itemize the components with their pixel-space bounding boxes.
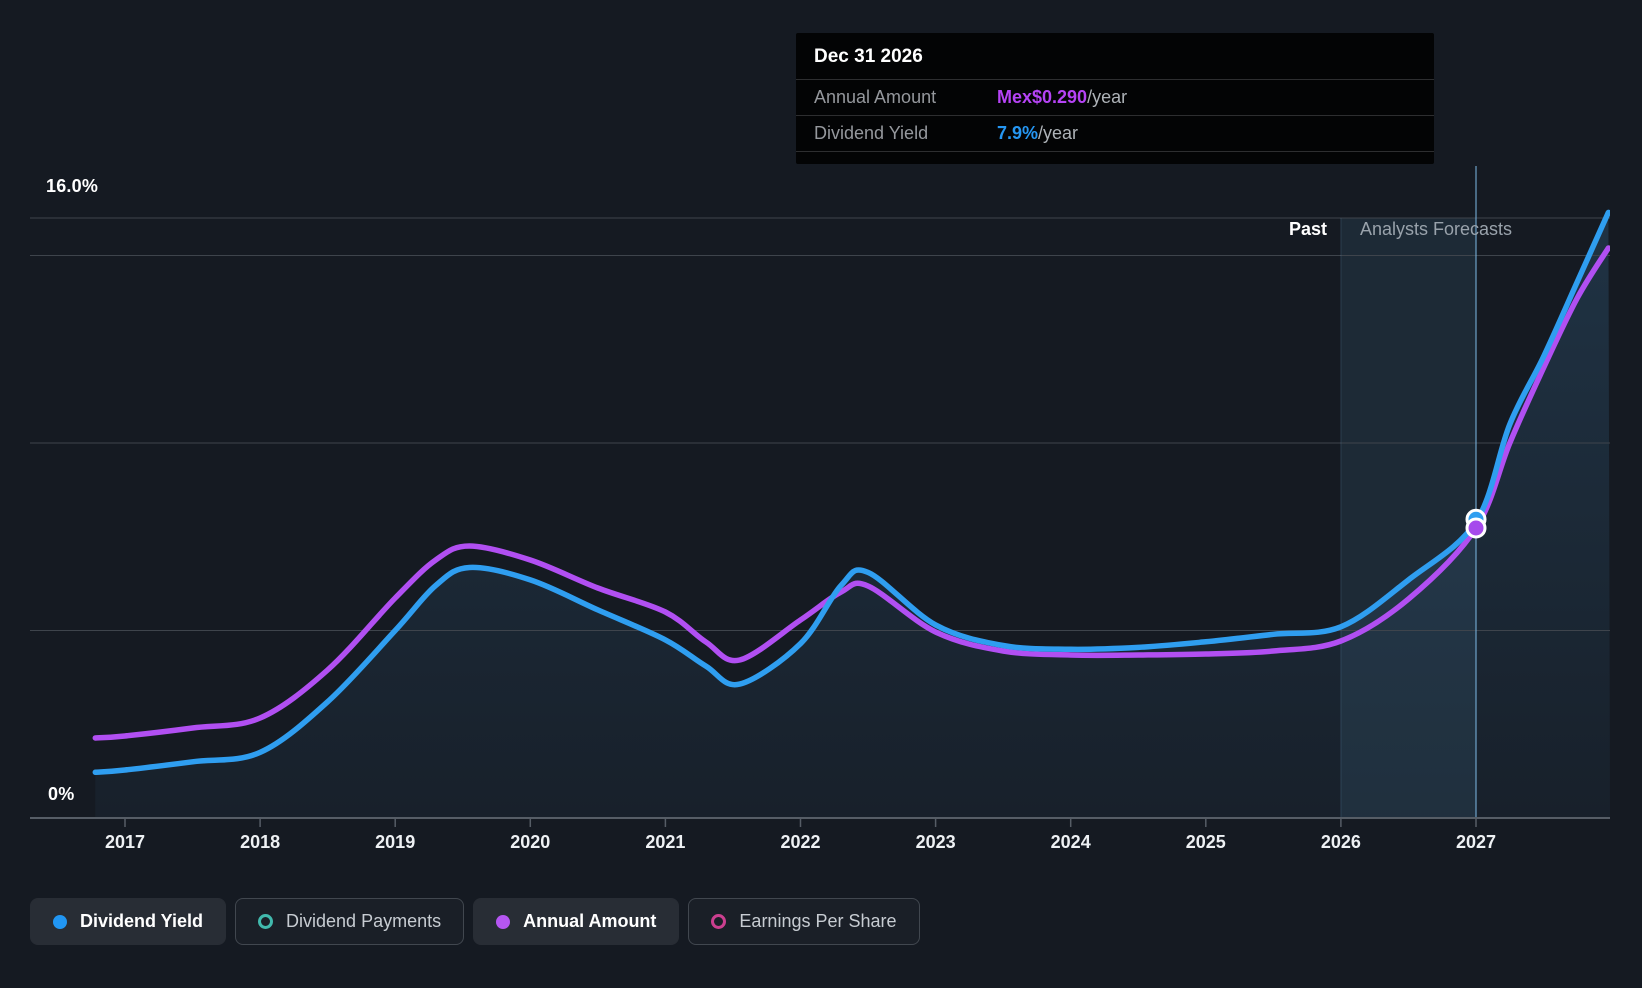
legend: Dividend Yield Dividend Payments Annual … [30,898,920,945]
dividend-yield-line [92,209,1610,776]
tooltip-row-label: Annual Amount [814,87,937,107]
tooltip-row-dividend-yield: Dividend Yield 7.9%/year [796,115,1434,151]
dividend-yield-area-fill [95,212,1610,818]
annual-amount-line [92,245,1610,741]
annual-amount-marker [1465,517,1487,539]
legend-item-label: Earnings Per Share [739,911,897,931]
y-axis-top-label: 16.0% [46,176,99,196]
x-axis-label-2021: 2021 [645,832,686,852]
dividend-yield-dot-icon [53,914,67,929]
y-axis-bottom-label: 0% [48,784,75,804]
legend-item-annual-amount[interactable]: Annual Amount [473,898,680,945]
tooltip-date: Dec 31 2026 [814,46,923,67]
legend-item-label: Dividend Yield [80,911,204,931]
tooltip-rows: Annual Amount Mex$0.290/year Dividend Yi… [796,79,1434,152]
x-axis-label-2019: 2019 [375,832,416,852]
x-axis-label-2026: 2026 [1320,832,1361,852]
earnings-per-share-ring-icon [711,914,727,929]
x-axis-label-2018: 2018 [240,832,281,852]
x-axis-label-2027: 2027 [1455,832,1497,852]
legend-item-earnings-per-share[interactable]: Earnings Per Share [688,898,920,945]
tooltip-row-annual-amount: Annual Amount Mex$0.290/year [796,79,1434,115]
tooltip-row-value: Mex$0.290 [997,87,1088,107]
x-axis-label-2025: 2025 [1185,832,1226,852]
tooltip-row-suffix: /year [1038,123,1079,143]
x-axis-label-2020: 2020 [510,832,551,852]
tooltip-row-value: 7.9% [997,123,1039,143]
x-axis-label-2024: 2024 [1050,832,1091,852]
tooltip: Dec 31 2026 Annual Amount Mex$0.290/year… [796,33,1434,164]
tooltip-row-label: Dividend Yield [814,123,929,143]
legend-item-label: Annual Amount [523,911,657,931]
forecast-hover-band [1340,218,1476,818]
x-axis-label-2023: 2023 [915,832,956,852]
x-axis-label-2022: 2022 [780,832,821,852]
forecast-label: Analysts Forecasts [1360,219,1513,239]
past-label: Past [1288,219,1327,239]
legend-item-dividend-yield[interactable]: Dividend Yield [30,898,227,945]
legend-item-label: Dividend Payments [286,911,442,931]
tooltip-row-suffix: /year [1087,87,1128,107]
annual-amount-dot-icon [496,914,511,929]
dividend-payments-ring-icon [258,914,274,929]
x-axis-label-2017: 2017 [104,832,146,852]
legend-item-dividend-payments[interactable]: Dividend Payments [235,898,465,945]
